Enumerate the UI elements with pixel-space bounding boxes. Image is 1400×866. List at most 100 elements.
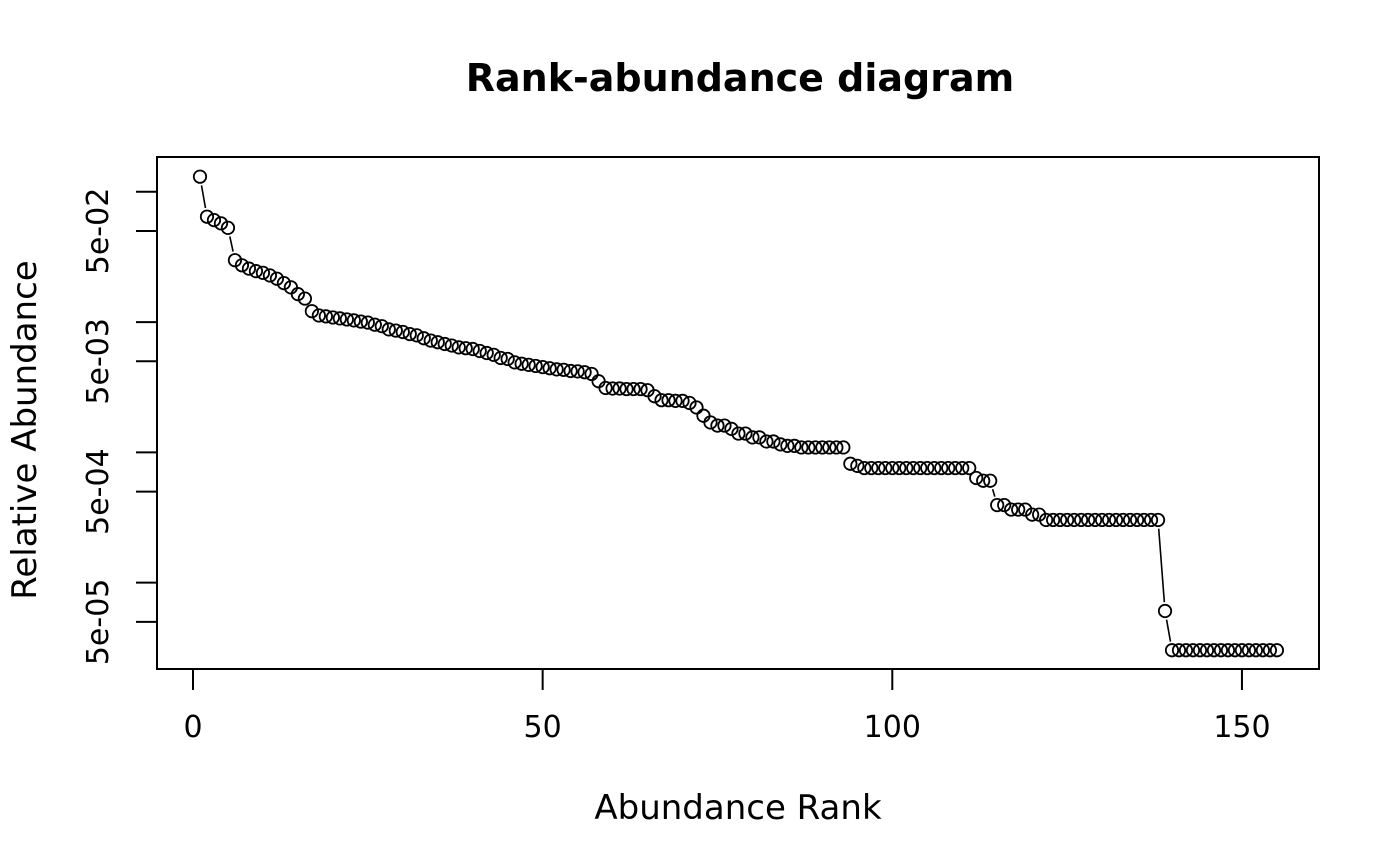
data-point [766, 434, 781, 449]
data-point [318, 309, 333, 324]
data-point [717, 418, 732, 433]
data-point [192, 169, 208, 184]
data-point [528, 358, 543, 374]
data-point [871, 460, 886, 476]
data-point [1248, 643, 1264, 658]
data-point [451, 340, 466, 355]
data-point [388, 323, 403, 338]
data-point [843, 456, 858, 471]
data-point [1178, 643, 1194, 658]
data-point [381, 322, 396, 337]
series-segment [229, 236, 234, 252]
data-point [997, 497, 1012, 513]
data-point [1255, 643, 1271, 658]
data-point [934, 460, 949, 476]
data-point [1136, 512, 1152, 528]
data-point [815, 440, 830, 455]
data-point [325, 310, 340, 325]
data-point [458, 341, 473, 356]
data-point [661, 393, 676, 408]
data-point [262, 268, 278, 283]
y-tick-label: 5e-04 [81, 448, 116, 535]
data-point [703, 415, 718, 430]
data-point [1150, 512, 1166, 528]
data-point [808, 440, 823, 455]
data-point [892, 460, 907, 476]
data-point [969, 470, 984, 486]
data-point [696, 408, 711, 423]
data-point [339, 312, 354, 327]
data-point [850, 458, 865, 473]
data-point [1206, 643, 1222, 658]
data-point [556, 362, 571, 377]
data-point [948, 460, 963, 476]
data-point [1129, 512, 1145, 528]
data-point [1143, 512, 1159, 528]
data-point [619, 381, 634, 397]
data-point [304, 304, 319, 319]
data-point [1039, 512, 1054, 528]
data-point [773, 437, 788, 452]
data-point [486, 347, 501, 362]
data-point [1115, 512, 1131, 528]
data-point [297, 291, 312, 306]
data-point [864, 460, 879, 476]
data-point [535, 359, 550, 375]
data-point [990, 497, 1005, 513]
data-point [1011, 502, 1026, 517]
data-point [738, 426, 753, 441]
data-point [591, 374, 606, 389]
data-point [479, 345, 494, 361]
data-point [710, 418, 725, 433]
y-tick-label: 5e-05 [81, 579, 116, 666]
data-point [1122, 512, 1138, 528]
data-point [290, 287, 305, 302]
data-point [269, 271, 285, 286]
data-point [836, 440, 851, 455]
data-point [1199, 643, 1215, 658]
y-axis-ticks: 5e-02 5e-03 5e-04 5e-05 [81, 188, 157, 665]
data-point [409, 328, 424, 343]
data-point [1157, 603, 1173, 619]
data-point [647, 389, 662, 404]
x-tick-label: 0 [183, 710, 202, 745]
data-point [521, 357, 536, 372]
data-point [1185, 643, 1201, 658]
chart-title: Rank-abundance diagram [466, 56, 1014, 100]
data-point [1220, 643, 1236, 658]
data-point [787, 438, 802, 454]
x-axis-ticks: 0 50 100 150 [183, 669, 1271, 745]
data-point [1269, 643, 1285, 658]
data-point [423, 333, 438, 348]
data-point [248, 264, 264, 279]
data-point [255, 265, 271, 280]
data-point [1164, 643, 1180, 658]
data-point [1067, 512, 1082, 528]
data-point [759, 434, 774, 449]
data-point [437, 336, 452, 352]
data-point [199, 209, 215, 224]
data-point [374, 319, 389, 334]
series-segment [991, 488, 996, 497]
y-tick-label: 5e-02 [81, 188, 116, 275]
data-point [416, 331, 431, 346]
data-point [402, 326, 417, 342]
data-point [220, 220, 236, 235]
data-point [234, 258, 250, 273]
data-point [1171, 643, 1187, 658]
data-point [724, 421, 739, 436]
data-point [983, 473, 998, 488]
data-point [801, 440, 816, 455]
data-point [654, 393, 669, 408]
data-point [1046, 512, 1061, 528]
data-point [1094, 512, 1110, 528]
x-axis-label: Abundance Rank [594, 788, 882, 828]
data-point [913, 460, 928, 476]
data-point [353, 314, 368, 329]
data-point [1074, 512, 1089, 528]
data-point [241, 261, 257, 276]
data-point [780, 438, 795, 454]
data-point [206, 213, 222, 228]
